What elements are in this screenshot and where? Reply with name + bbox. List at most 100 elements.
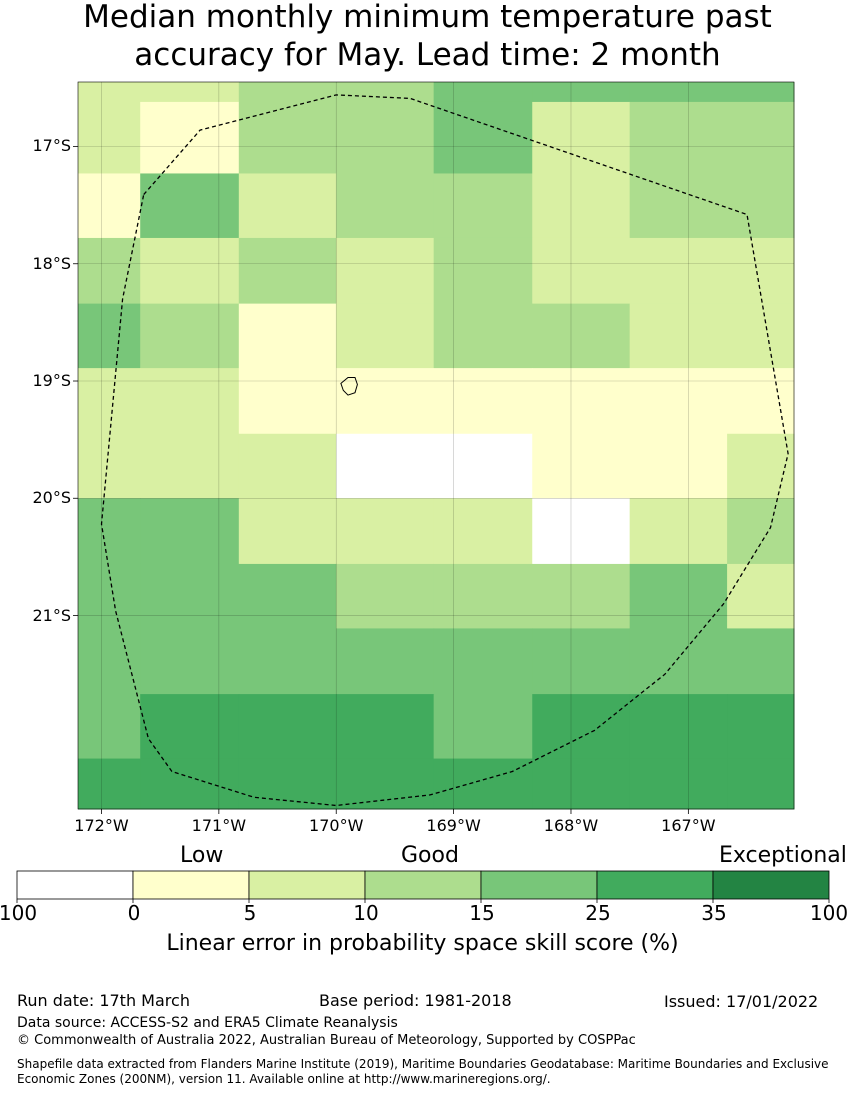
grid-cell xyxy=(238,368,337,435)
graticule xyxy=(78,82,794,809)
grid-cell xyxy=(336,101,435,174)
grid-cell xyxy=(78,628,141,695)
colorbar-label-low: Low xyxy=(180,843,224,868)
copyright: © Commonwealth of Australia 2022, Austra… xyxy=(17,1033,636,1048)
colorbar-swatch xyxy=(16,870,134,900)
lat-tick-label: 19°S xyxy=(32,371,71,390)
grid-cell xyxy=(629,82,728,103)
grid-cell xyxy=(78,237,141,305)
grid-cell xyxy=(433,237,533,305)
colorbar-swatch xyxy=(248,870,366,900)
lat-tick-label: 20°S xyxy=(32,488,71,508)
lat-tick-label: 18°S xyxy=(32,253,71,273)
grid-cell xyxy=(629,368,728,435)
grid-cell xyxy=(629,694,728,760)
grid-cell xyxy=(78,498,141,565)
grid-cell xyxy=(140,82,240,103)
grid-cell xyxy=(140,368,240,435)
grid-cell xyxy=(336,433,435,499)
grid-cell xyxy=(727,368,795,435)
shapefile-credit-line1: Shapefile data extracted from Flanders M… xyxy=(17,1057,829,1071)
colorbar-tick: 100 xyxy=(0,901,38,925)
eez-boundary xyxy=(100,94,789,807)
grid-cell xyxy=(238,498,337,565)
colorbar-label-exceptional: Exceptional xyxy=(719,843,847,868)
colorbar-tick: 25 xyxy=(585,901,611,925)
grid-cell xyxy=(336,173,435,239)
grid-cell xyxy=(433,303,533,369)
lat-tick-label: 21°S xyxy=(32,605,71,625)
grid-cell xyxy=(238,563,337,629)
grid-cell xyxy=(238,758,337,810)
grid-cell xyxy=(433,694,533,760)
grid-cell xyxy=(78,694,141,760)
grid-cell xyxy=(140,563,240,629)
colorbar-tick: 35 xyxy=(701,901,727,925)
niue-island-outline xyxy=(340,377,358,396)
grid-cell xyxy=(727,563,795,629)
grid-cell xyxy=(78,758,141,810)
grid-cell xyxy=(727,498,795,565)
grid-cell xyxy=(433,498,533,565)
base-period: Base period: 1981-2018 xyxy=(319,991,512,1010)
data-source: Data source: ACCESS-S2 and ERA5 Climate … xyxy=(17,1015,398,1031)
grid-cell xyxy=(629,173,728,239)
lon-tick-label: 167°W xyxy=(661,816,716,835)
grid-cell xyxy=(629,433,728,499)
colorbar-swatch xyxy=(132,870,250,900)
grid-cell xyxy=(140,498,240,565)
grid-cell xyxy=(727,82,795,103)
grid-cell xyxy=(140,173,240,239)
grid-cell xyxy=(336,82,435,103)
grid-cell xyxy=(336,368,435,435)
chart-title-line2: accuracy for May. Lead time: 2 month xyxy=(134,37,721,73)
grid-cell xyxy=(238,101,337,174)
grid-cell xyxy=(532,563,631,629)
grid-cell xyxy=(433,368,533,435)
grid-cell xyxy=(238,303,337,369)
colorbar-swatch xyxy=(480,870,598,900)
grid-cell xyxy=(433,628,533,695)
chart-title-line1: Median monthly minimum temperature past xyxy=(83,0,772,35)
grid-cell xyxy=(140,101,240,174)
grid-cell xyxy=(433,82,533,103)
colorbar-tick: 5 xyxy=(243,901,257,925)
grid-cell xyxy=(238,82,337,103)
grid-cell xyxy=(727,694,795,760)
grid-cell xyxy=(238,433,337,499)
map-frame xyxy=(77,81,795,810)
grid-cell xyxy=(532,694,631,760)
grid-cell xyxy=(238,628,337,695)
shapefile-credit-line2: Economic Zones (200NM), version 11. Avai… xyxy=(17,1072,551,1086)
grid-cell xyxy=(433,101,533,174)
grid-cell xyxy=(727,758,795,810)
issued-date: Issued: 17/01/2022 xyxy=(664,992,819,1011)
grid-cell xyxy=(78,82,141,103)
grid-cell xyxy=(238,237,337,305)
run-date: Run date: 17th March xyxy=(17,991,190,1010)
grid-cell xyxy=(336,628,435,695)
grid-cell xyxy=(629,628,728,695)
colorbar-tick: 15 xyxy=(469,901,495,925)
colorbar-swatch xyxy=(712,870,830,900)
grid-cell xyxy=(238,173,337,239)
colorbar-swatches xyxy=(16,870,830,903)
grid-cell xyxy=(336,303,435,369)
colorbar-swatch xyxy=(364,870,482,900)
grid-cell xyxy=(629,498,728,565)
colorbar-tick: 100 xyxy=(809,901,849,925)
grid-cell xyxy=(433,758,533,810)
grid-cell xyxy=(629,758,728,810)
grid-cell xyxy=(78,303,141,369)
skill-grid xyxy=(78,82,795,810)
lat-tick-label: 17°S xyxy=(32,136,71,156)
grid-cell xyxy=(78,368,141,435)
grid-cell xyxy=(629,101,728,174)
lon-tick-label: 172°W xyxy=(74,816,129,835)
grid-cell xyxy=(727,628,795,695)
grid-cell xyxy=(532,173,631,239)
shapefile-credit: Shapefile data extracted from Flanders M… xyxy=(17,1057,847,1087)
grid-cell xyxy=(336,563,435,629)
grid-cell xyxy=(140,237,240,305)
grid-cell xyxy=(532,237,631,305)
